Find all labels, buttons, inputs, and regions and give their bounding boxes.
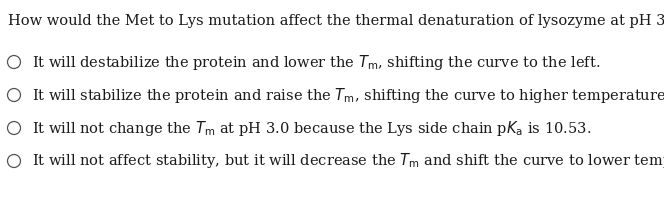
- Text: It will stabilize the protein and raise the $T_\mathrm{m}$, shifting the curve t: It will stabilize the protein and raise …: [32, 85, 664, 104]
- Text: It will not change the $T_\mathrm{m}$ at pH 3.0 because the Lys side chain p$K_\: It will not change the $T_\mathrm{m}$ at…: [32, 119, 591, 138]
- Text: How would the Met to Lys mutation affect the thermal denaturation of lysozyme at: How would the Met to Lys mutation affect…: [8, 14, 664, 28]
- Text: It will destabilize the protein and lower the $T_\mathrm{m}$, shifting the curve: It will destabilize the protein and lowe…: [32, 52, 600, 72]
- Text: It will not affect stability, but it will decrease the $T_\mathrm{m}$ and shift : It will not affect stability, but it wil…: [32, 151, 664, 170]
